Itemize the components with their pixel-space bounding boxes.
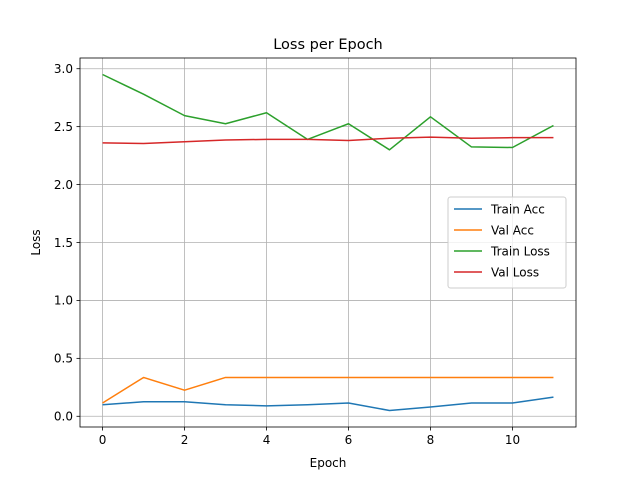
series-line-val-loss	[102, 136, 554, 145]
legend-label-val-acc: Val Acc	[491, 223, 534, 237]
y-tick-label: 2.0	[54, 178, 73, 192]
x-tick-label: 0	[99, 433, 107, 447]
y-tick-label: 2.5	[54, 120, 73, 134]
legend-label-val-loss: Val Loss	[491, 265, 539, 279]
y-axis-label: Loss	[29, 229, 43, 255]
y-tick-label: 0.5	[54, 352, 73, 366]
series-line-train-acc	[102, 396, 554, 412]
y-tick-label: 1.5	[54, 236, 73, 250]
y-tick-label: 1.0	[54, 294, 73, 308]
y-tick-label: 3.0	[54, 62, 73, 76]
series-line-train-loss	[102, 73, 554, 151]
legend-label-train-acc: Train Acc	[490, 202, 545, 216]
series-line-val-acc	[102, 376, 554, 404]
x-tick-label: 6	[345, 433, 353, 447]
legend-label-train-loss: Train Loss	[490, 244, 550, 258]
x-axis-label: Epoch	[310, 456, 347, 470]
y-tick-label: 0.0	[54, 410, 73, 424]
x-tick-label: 10	[505, 433, 520, 447]
x-tick-label: 2	[181, 433, 189, 447]
x-tick-label: 8	[427, 433, 435, 447]
legend-box	[447, 196, 567, 289]
series-lines	[102, 73, 554, 412]
legend: Train Acc Val Acc Train Loss Val Loss	[447, 196, 567, 289]
x-axis-ticks: 0 2 4 6 8 10	[99, 427, 520, 447]
y-axis-ticks: 0.0 0.5 1.0 1.5 2.0 2.5 3.0	[54, 62, 80, 424]
chart-title: Loss per Epoch	[273, 37, 383, 53]
x-tick-label: 4	[263, 433, 271, 447]
